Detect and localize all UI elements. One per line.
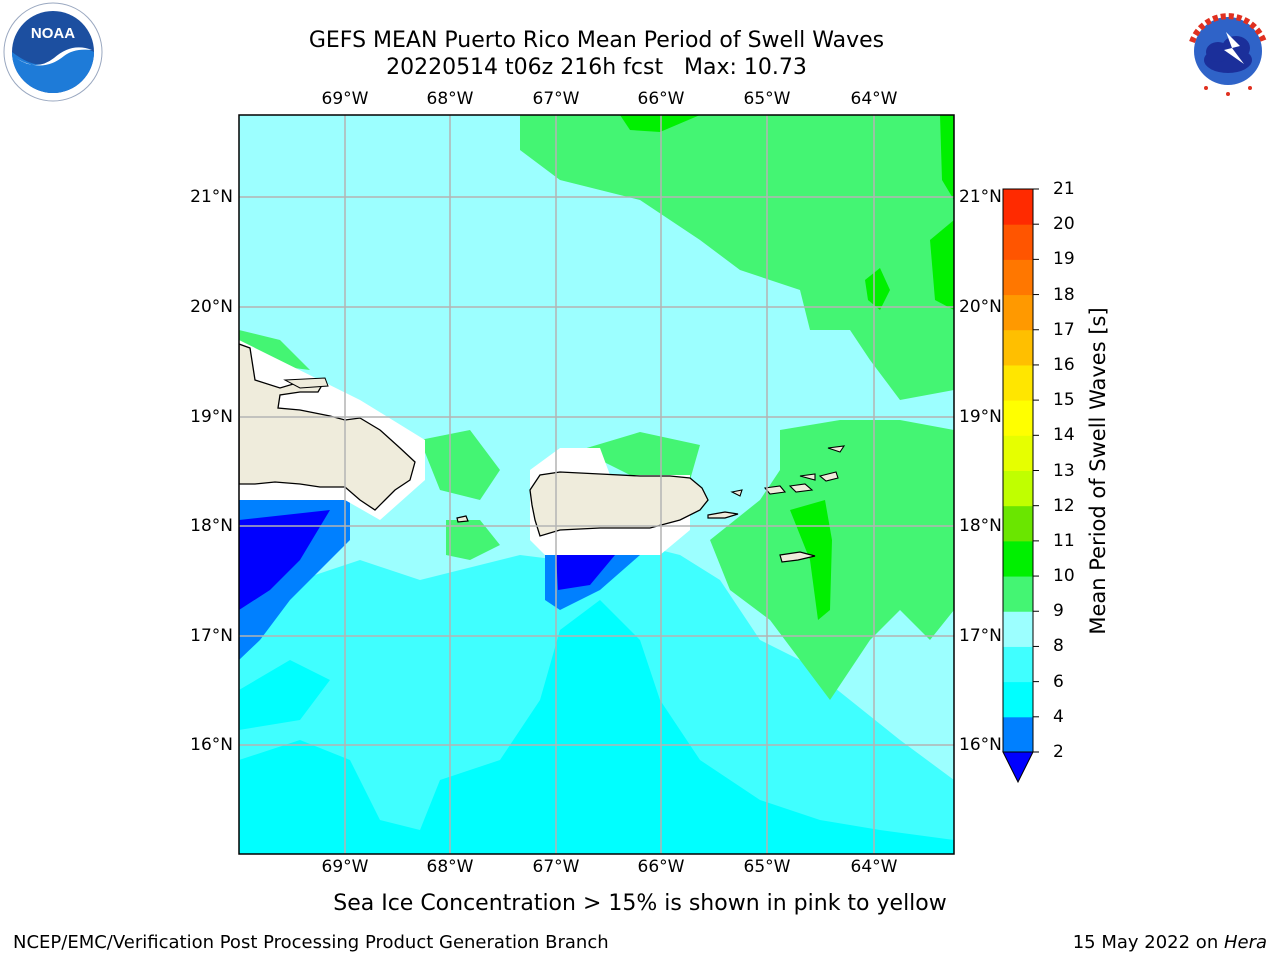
colorbar-tick-label: 16: [1053, 354, 1075, 375]
colorbar-band: [1003, 576, 1033, 612]
lon-label-top: 69°W: [321, 89, 369, 109]
footer-credit: NCEP/EMC/Verification Post Processing Pr…: [13, 932, 609, 953]
contour-under-2: [556, 555, 615, 590]
graticule: [239, 115, 954, 854]
contour-4-6: [239, 660, 330, 730]
colorbar-band: [1003, 681, 1033, 718]
contour-4-6: [239, 600, 954, 854]
noaa-logo: NOAA: [3, 2, 103, 102]
lon-label-bottom: 64°W: [850, 857, 898, 877]
colorbar-band: [1003, 224, 1033, 260]
colorbar-tick-label: 14: [1053, 425, 1075, 446]
lon-label-bottom: 68°W: [426, 857, 474, 877]
lat-label-right: 20°N: [959, 297, 1002, 317]
lon-label-top: 64°W: [850, 89, 898, 109]
colorbar-tickmarks: [1033, 188, 1039, 753]
colorbar-tick-label: 9: [1053, 601, 1064, 622]
colorbar-band: [1003, 189, 1033, 225]
map-title: GEFS MEAN Puerto Rico Mean Period of Swe…: [308, 28, 885, 53]
contour-10-11: [865, 268, 890, 310]
lat-label-right: 21°N: [959, 187, 1002, 207]
colorbar-tick-label: 20: [1053, 214, 1075, 235]
lat-label-left: 19°N: [190, 407, 233, 427]
colorbar-tick-label: 11: [1053, 530, 1075, 551]
footer-date-text: 15 May 2022 on: [1072, 932, 1224, 953]
lat-label-left: 17°N: [190, 626, 233, 646]
lat-label-right: 16°N: [959, 735, 1002, 755]
lat-label-left: 20°N: [190, 297, 233, 317]
contour-10-11: [940, 115, 954, 200]
colorbar-band: [1003, 364, 1033, 401]
colorbar-label: Mean Period of Swell Waves [s]: [1086, 307, 1110, 635]
contour-9-10: [420, 430, 500, 500]
contour-under-2: [239, 510, 330, 610]
colorbar-tick-label: 10: [1053, 566, 1075, 587]
contour-9-10: [446, 520, 500, 560]
colorbar-band: [1003, 400, 1033, 436]
lon-label-bottom: 65°W: [743, 857, 791, 877]
sea-ice-note: Sea Ice Concentration > 15% is shown in …: [333, 891, 947, 916]
lon-label-bottom: 69°W: [321, 857, 369, 877]
colorbar-tick-label: 6: [1053, 671, 1064, 692]
contour-10-11: [790, 500, 832, 620]
colorbar-tick-label: 4: [1053, 706, 1064, 727]
colorbar-band: [1003, 329, 1033, 366]
lon-label-top: 68°W: [426, 89, 474, 109]
colorbar-band: [1003, 716, 1033, 753]
colorbar-band: [1003, 646, 1033, 683]
footer-date: 15 May 2022 on Hera: [1073, 932, 1267, 953]
svg-text:NOAA: NOAA: [31, 25, 75, 42]
contour-9-10: [580, 432, 700, 480]
footer-host: Hera: [1223, 932, 1267, 953]
map-frame: [238, 114, 955, 855]
nws-logo: [1181, 4, 1275, 98]
colorbar-band: [1003, 259, 1033, 296]
colorbar-band: [1003, 540, 1033, 577]
lat-label-right: 19°N: [959, 407, 1002, 427]
colorbar-tick-label: 17: [1053, 319, 1075, 340]
colorbar-tick-label: 18: [1053, 284, 1075, 305]
colorbar-band: [1003, 470, 1033, 507]
colorbar-tick-label: 13: [1053, 460, 1075, 481]
colorbar-tick-label: 19: [1053, 249, 1075, 270]
lon-label-top: 65°W: [743, 89, 791, 109]
contour-9-10: [520, 115, 954, 400]
vieques: [707, 511, 739, 519]
islet: [283, 377, 329, 389]
st-croix: [779, 551, 816, 563]
colorbar-tick-label: 8: [1053, 636, 1064, 657]
contour-10-11: [620, 115, 700, 132]
map-subtitle: 20220514 t06z 216h fcst Max: 10.73: [386, 55, 807, 80]
colorbar-tick-label: 2: [1053, 742, 1064, 762]
colorbar-band: [1003, 435, 1033, 471]
lon-label-bottom: 67°W: [532, 857, 580, 877]
colorbar-overlay: [1003, 180, 1033, 780]
contour-10-11: [930, 220, 954, 310]
colorbar-bands: [1003, 189, 1033, 753]
colorbar-band: [1003, 611, 1033, 647]
lat-label-right: 17°N: [959, 626, 1002, 646]
lat-label-left: 16°N: [190, 735, 233, 755]
colorbar-tick-label: 21: [1053, 179, 1075, 199]
colorbar-tick-label: 12: [1053, 495, 1075, 516]
lat-label-right: 18°N: [959, 516, 1002, 536]
lon-label-bottom: 66°W: [637, 857, 685, 877]
colorbar-band: [1003, 505, 1033, 542]
lat-label-left: 21°N: [190, 187, 233, 207]
mona-island: [456, 515, 469, 523]
virgin-islands: [730, 445, 846, 497]
colorbar-tick-label: 15: [1053, 390, 1075, 411]
lat-label-left: 18°N: [190, 516, 233, 536]
puerto-rico: [529, 471, 709, 537]
lon-label-top: 67°W: [532, 89, 580, 109]
lon-label-top: 66°W: [637, 89, 685, 109]
colorbar-band: [1003, 294, 1033, 331]
